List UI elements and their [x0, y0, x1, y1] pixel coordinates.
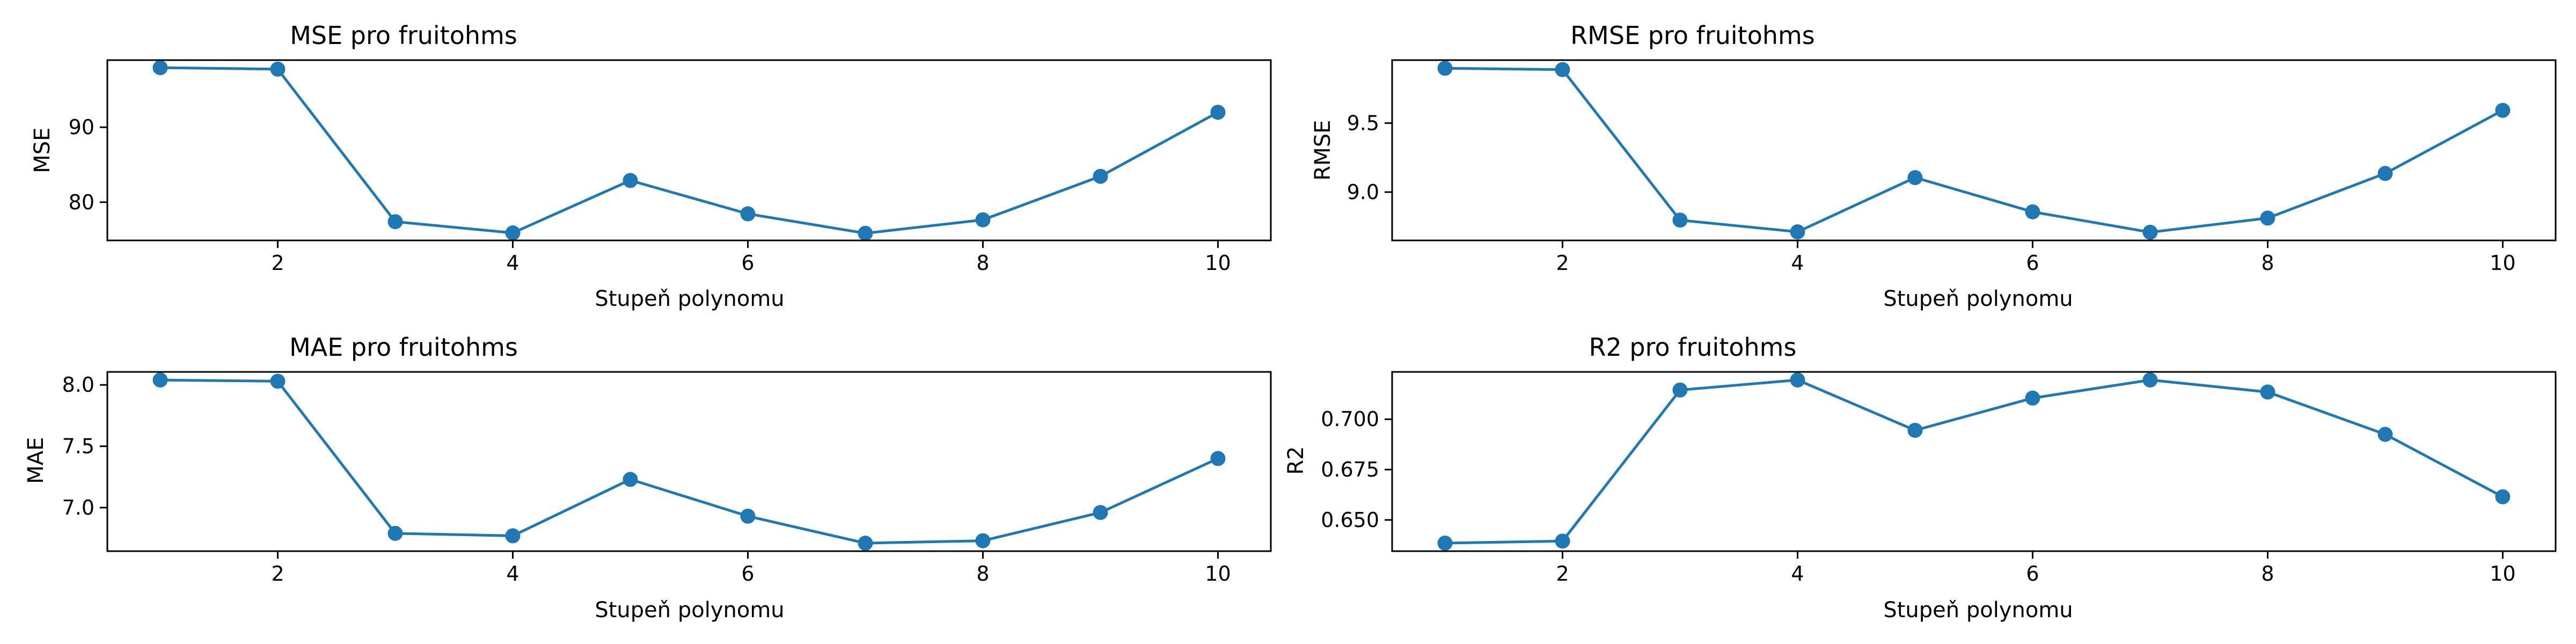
data-point	[387, 525, 403, 541]
chart-title: RMSE pro fruitohms	[1570, 21, 1815, 50]
x-tick-label: 6	[741, 562, 754, 586]
y-tick-label: 9.5	[1347, 111, 1379, 135]
data-point	[858, 225, 873, 241]
data-point	[623, 173, 638, 188]
data-point	[1555, 62, 1570, 77]
data-point	[740, 206, 756, 222]
data-point	[505, 225, 521, 241]
data-point	[2377, 166, 2393, 181]
x-axis-label: Stupeň polynomu	[595, 287, 784, 311]
data-point	[1210, 451, 1226, 466]
data-point	[1437, 535, 1453, 551]
data-point	[270, 61, 286, 77]
panel-mae: MAE pro fruitohms MAE Stupeň polynomu 2 4…	[24, 333, 1272, 623]
data-point	[1555, 533, 1570, 549]
x-tick-label: 2	[271, 251, 284, 275]
data-point	[1210, 105, 1226, 120]
x-tick-label: 6	[2026, 562, 2039, 586]
y-tick-label: 0.700	[1321, 407, 1379, 431]
y-tick-label: 90	[69, 115, 94, 139]
x-tick-label: 8	[2261, 251, 2274, 275]
y-tick-label: 0.650	[1321, 508, 1379, 532]
x-tick-label: 4	[1791, 562, 1804, 586]
y-axis-label: MSE	[30, 127, 55, 173]
x-tick-label: 4	[1791, 251, 1804, 275]
x-tick-label: 8	[2261, 562, 2274, 586]
series-line	[1445, 67, 2504, 234]
chart-title: R2 pro fruitohms	[1589, 333, 1797, 362]
x-tick-label: 8	[976, 251, 989, 275]
data-point	[1907, 170, 1923, 185]
data-point	[1672, 213, 1688, 228]
y-axis-label: RMSE	[1311, 120, 1335, 181]
x-tick-label: 8	[976, 562, 989, 586]
data-point	[2377, 427, 2393, 442]
x-axis-label: Stupeň polynomu	[1883, 287, 2073, 311]
data-point	[505, 528, 521, 544]
data-point	[2025, 390, 2040, 406]
x-axis-label: Stupeň polynomu	[1883, 598, 2073, 623]
x-tick-label: 6	[741, 251, 754, 275]
x-tick-label: 4	[506, 562, 519, 586]
y-tick-label: 80	[69, 191, 94, 214]
chart-title: MSE pro fruitohms	[290, 21, 517, 50]
data-point	[2495, 103, 2511, 118]
y-tick-label: 9.0	[1347, 180, 1379, 204]
y-tick-label: 7.5	[62, 435, 94, 458]
data-point	[1093, 169, 1108, 184]
x-tick-label: 10	[2490, 251, 2515, 275]
data-point	[2142, 372, 2158, 388]
data-point	[387, 214, 403, 230]
plot-frame	[1391, 59, 2557, 241]
data-point	[740, 508, 756, 524]
y-tick-label: 0.675	[1321, 458, 1379, 481]
data-point	[1907, 422, 1923, 438]
data-point	[1437, 61, 1453, 76]
x-tick-label: 2	[271, 562, 284, 586]
x-tick-label: 10	[1205, 562, 1231, 586]
panel-mse: MSE pro fruitohms MSE Stupeň polynomu 2 4…	[30, 21, 1272, 311]
x-axis-label: Stupeň polynomu	[595, 598, 784, 623]
series-line	[160, 66, 1219, 235]
chart-title: MAE pro fruitohms	[289, 333, 518, 362]
data-point	[975, 212, 991, 228]
plot-frame	[106, 371, 1272, 552]
y-axis-label: MAE	[24, 437, 48, 484]
data-point	[1790, 224, 1805, 240]
plot-frame	[1391, 371, 2557, 552]
data-point	[858, 536, 873, 551]
panel-rmse: RMSE pro fruitohms RMSE Stupeň polynomu …	[1311, 21, 2557, 311]
data-point	[623, 472, 638, 487]
x-tick-label: 6	[2026, 251, 2039, 275]
data-point	[2142, 224, 2158, 240]
data-point	[152, 372, 168, 388]
data-point	[2260, 384, 2275, 400]
data-point	[152, 60, 168, 76]
y-tick-label: 8.0	[62, 373, 94, 397]
panel-r2: R2 pro fruitohms R2 Stupeň polynomu 2 4 6 8…	[1284, 333, 2557, 623]
data-point	[1672, 382, 1688, 398]
x-tick-label: 2	[1556, 251, 1569, 275]
data-point	[270, 374, 286, 389]
x-tick-label: 10	[2490, 562, 2515, 586]
x-tick-label: 2	[1556, 562, 1569, 586]
plot-frame	[106, 59, 1272, 241]
data-point	[975, 533, 991, 548]
y-axis-label: R2	[1284, 446, 1308, 474]
data-point	[1790, 372, 1805, 388]
data-point	[1093, 504, 1108, 520]
series-line	[160, 378, 1219, 545]
data-point	[2025, 204, 2040, 219]
data-point	[2495, 489, 2511, 504]
x-tick-label: 4	[506, 251, 519, 275]
y-tick-label: 7.0	[62, 496, 94, 519]
data-point	[2260, 210, 2275, 226]
x-tick-label: 10	[1205, 251, 1231, 275]
series-line	[1445, 378, 2504, 545]
